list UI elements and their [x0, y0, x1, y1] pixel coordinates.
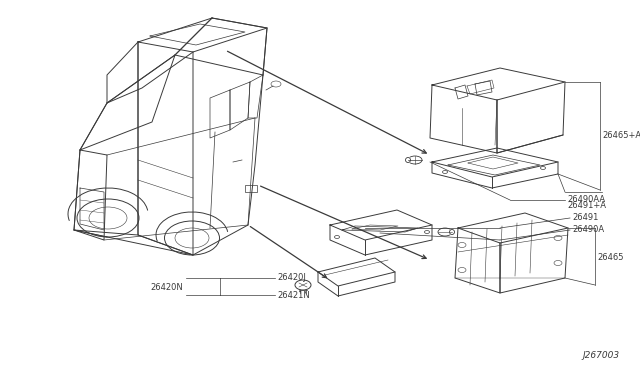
Text: 26420N: 26420N: [150, 282, 183, 292]
Text: 26491: 26491: [572, 212, 598, 221]
Text: 26490AA: 26490AA: [567, 196, 605, 205]
Text: 26465: 26465: [597, 253, 623, 262]
Ellipse shape: [449, 230, 454, 234]
Text: 26490A: 26490A: [572, 224, 604, 234]
Text: 26421N: 26421N: [277, 291, 310, 299]
Text: J267003: J267003: [583, 351, 620, 360]
Text: 26491+A: 26491+A: [567, 201, 606, 209]
Ellipse shape: [406, 157, 410, 163]
Text: 26465+A: 26465+A: [602, 131, 640, 141]
Bar: [245, 185, 257, 192]
Text: 26420J: 26420J: [277, 273, 306, 282]
